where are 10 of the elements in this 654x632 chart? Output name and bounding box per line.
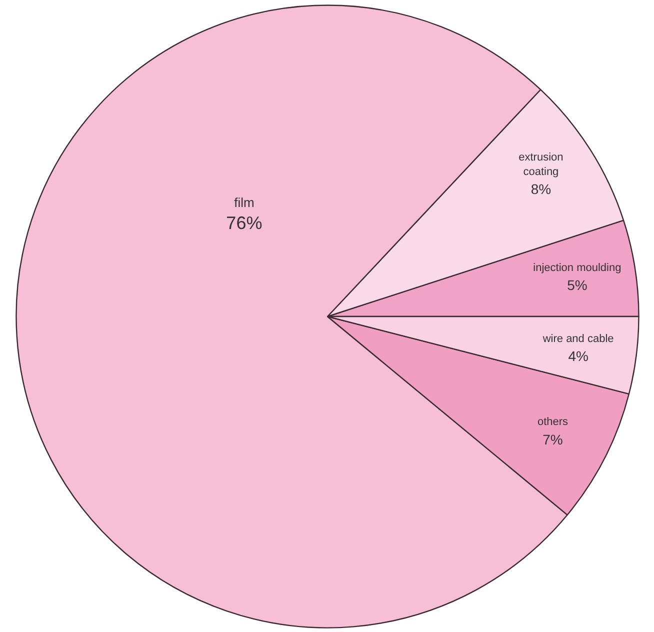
slice-label: injection moulding (533, 262, 622, 274)
slice-label: others (537, 416, 569, 428)
data-label: 76% (226, 213, 262, 234)
data-label: 8% (530, 181, 552, 198)
slice-label: film (234, 195, 254, 210)
slice-label: wire and cable (542, 333, 614, 346)
data-label: 4% (568, 348, 588, 364)
data-label: 7% (542, 431, 563, 448)
slice-label: extrusion coating (518, 151, 564, 178)
data-label: 5% (567, 276, 588, 293)
